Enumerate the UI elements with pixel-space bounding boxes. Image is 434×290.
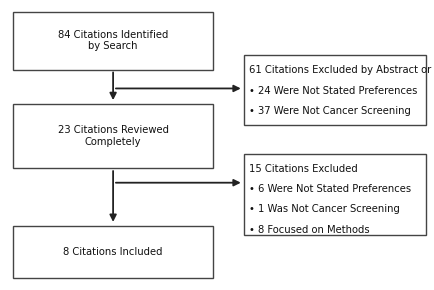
- FancyBboxPatch shape: [13, 226, 213, 278]
- Text: • 37 Were Not Cancer Screening: • 37 Were Not Cancer Screening: [248, 106, 410, 116]
- Text: • 6 Were Not Stated Preferences: • 6 Were Not Stated Preferences: [248, 184, 410, 194]
- Text: 15 Citations Excluded: 15 Citations Excluded: [248, 164, 357, 174]
- FancyBboxPatch shape: [243, 154, 425, 235]
- FancyBboxPatch shape: [13, 104, 213, 168]
- Text: • 8 Focused on Methods: • 8 Focused on Methods: [248, 225, 368, 235]
- Text: • 24 Were Not Stated Preferences: • 24 Were Not Stated Preferences: [248, 86, 416, 95]
- FancyBboxPatch shape: [13, 12, 213, 70]
- FancyBboxPatch shape: [243, 55, 425, 125]
- Text: 23 Citations Reviewed
Completely: 23 Citations Reviewed Completely: [57, 126, 168, 147]
- Text: 8 Citations Included: 8 Citations Included: [63, 247, 162, 257]
- Text: 61 Citations Excluded by Abstract or Title: 61 Citations Excluded by Abstract or Tit…: [248, 65, 434, 75]
- Text: • 1 Was Not Cancer Screening: • 1 Was Not Cancer Screening: [248, 204, 399, 214]
- Text: 84 Citations Identified
by Search: 84 Citations Identified by Search: [58, 30, 168, 51]
